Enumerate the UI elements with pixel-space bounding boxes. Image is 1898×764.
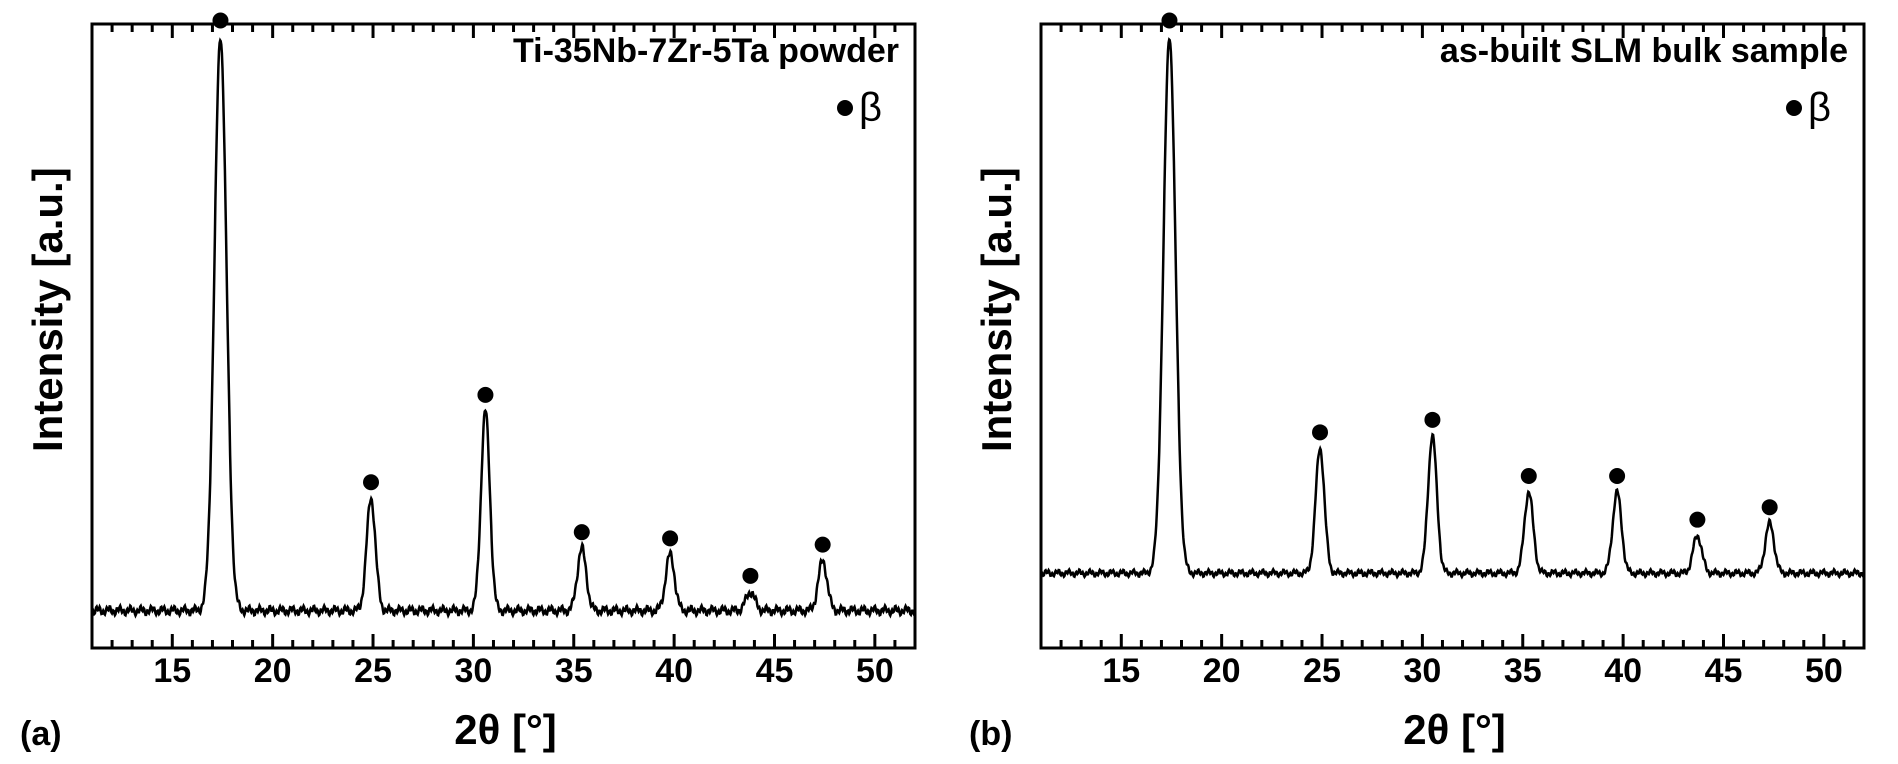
svg-text:25: 25: [1303, 652, 1341, 690]
peak-marker: [1161, 12, 1177, 28]
legend-marker: [837, 100, 853, 116]
legend-marker: [1786, 100, 1802, 116]
panel-b: (b) Intensity [a.u.] 15 20 25 30 35 40 45 50 as-…: [969, 10, 1878, 754]
plot-box-b: 15 20 25 30 35 40 45 50 as-built SLM bulk sample…: [1031, 10, 1878, 702]
peak-marker: [212, 12, 228, 28]
plot-column-b: 15 20 25 30 35 40 45 50 as-built SLM bulk sample…: [1031, 10, 1878, 754]
xrd-figure: (a) Intensity [a.u.] 15 20 25 30 35 40 45 50 Ti-…: [0, 0, 1898, 764]
svg-text:25: 25: [354, 652, 392, 690]
svg-text:20: 20: [254, 652, 292, 690]
peak-marker: [1521, 468, 1537, 484]
svg-text:50: 50: [1805, 652, 1843, 690]
panel-a: (a) Intensity [a.u.] 15 20 25 30 35 40 45 50 Ti-…: [20, 10, 929, 754]
svg-text:40: 40: [1604, 652, 1642, 690]
svg-text:45: 45: [1705, 652, 1743, 690]
svg-text:30: 30: [1403, 652, 1441, 690]
plot-box-a: 15 20 25 30 35 40 45 50 Ti-35Nb-7Zr-5Ta powder β: [82, 10, 929, 702]
svg-text:35: 35: [555, 652, 593, 690]
peak-marker: [1424, 412, 1440, 428]
panel-label-b: (b): [969, 715, 1012, 754]
panel-label-a: (a): [20, 715, 62, 754]
ylabel-a: Intensity [a.u.]: [20, 10, 76, 610]
svg-text:15: 15: [153, 652, 191, 690]
peak-marker: [815, 537, 831, 553]
peak-marker: [742, 568, 758, 584]
legend-label: β: [1808, 86, 1831, 130]
ylabel-b: Intensity [a.u.]: [969, 10, 1025, 610]
peak-marker: [363, 474, 379, 490]
xrd-plot-b: 15 20 25 30 35 40 45 50 as-built SLM bulk sample…: [1031, 10, 1878, 702]
peak-marker: [1609, 468, 1625, 484]
xlabel-b: 2θ [°]: [1031, 702, 1878, 754]
svg-text:30: 30: [454, 652, 492, 690]
svg-text:35: 35: [1504, 652, 1542, 690]
chart-title: Ti-35Nb-7Zr-5Ta powder: [513, 32, 899, 70]
xlabel-a: 2θ [°]: [82, 702, 929, 754]
svg-text:50: 50: [856, 652, 894, 690]
peak-marker: [477, 387, 493, 403]
svg-text:20: 20: [1203, 652, 1241, 690]
peak-marker: [1762, 499, 1778, 515]
svg-text:40: 40: [655, 652, 693, 690]
peak-marker: [1689, 512, 1705, 528]
svg-text:15: 15: [1102, 652, 1140, 690]
plot-column-a: 1520253035404550Ti-35Nb-7Zr-5Ta powderβ …: [82, 10, 929, 754]
svg-text:45: 45: [756, 652, 794, 690]
peak-marker: [662, 530, 678, 546]
xrd-plot-a: 15 20 25 30 35 40 45 50 Ti-35Nb-7Zr-5Ta powder β: [82, 10, 929, 702]
chart-title: as-built SLM bulk sample: [1440, 32, 1848, 70]
peak-marker: [1312, 424, 1328, 440]
legend-label: β: [859, 86, 882, 130]
peak-marker: [574, 524, 590, 540]
